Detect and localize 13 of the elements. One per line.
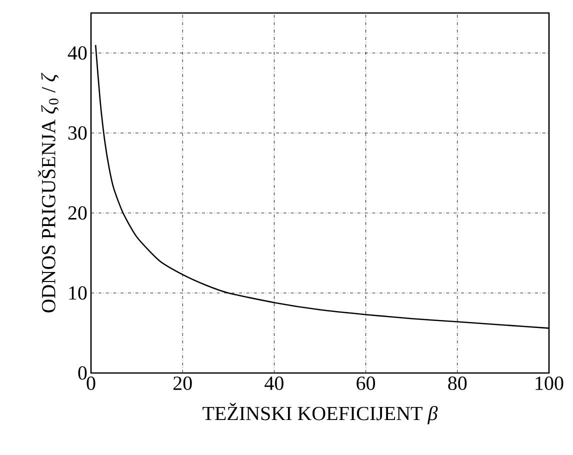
x-axis-title: TEŽINSKI KOEFICIJENT β [202,402,438,424]
y-tick-label: 30 [68,126,87,140]
x-tick-label: 60 [356,376,376,390]
x-tick-label: 0 [86,376,96,390]
x-tick-label: 80 [448,376,467,390]
x-tick-label: 40 [264,376,284,390]
x-tick-label: 20 [173,376,192,390]
y-tick-label: 0 [78,366,87,380]
y-tick-label: 10 [69,286,87,300]
y-tick-label: 20 [68,206,87,220]
x-tick-label: 100 [536,376,564,390]
y-tick-label: 40 [68,46,87,60]
y-axis-title: ODNOS PRIGUŠENJA ζ$_{0}$ / ζ [38,72,59,312]
